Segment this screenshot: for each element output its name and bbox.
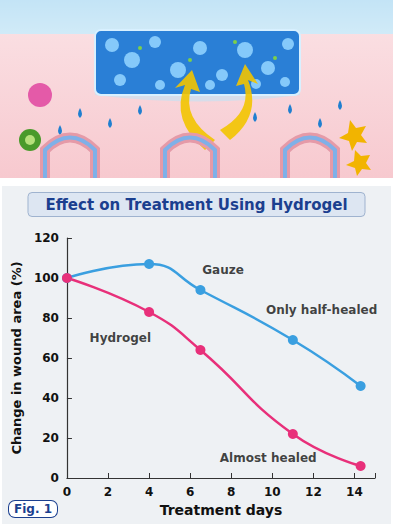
svg-text:Change in wound area (%): Change in wound area (%) [9,261,24,454]
svg-text:8: 8 [227,485,235,499]
svg-text:0: 0 [51,471,59,485]
svg-text:10: 10 [264,485,281,499]
svg-text:120: 120 [34,231,59,245]
svg-text:40: 40 [42,391,59,405]
svg-text:80: 80 [42,311,59,325]
svg-text:0: 0 [63,485,71,499]
svg-text:2: 2 [104,485,112,499]
svg-text:Treatment days: Treatment days [160,502,283,518]
svg-text:20: 20 [42,431,59,445]
svg-text:Gauze: Gauze [202,263,244,277]
svg-text:Effect on Treatment Using Hydr: Effect on Treatment Using Hydrogel [45,196,347,214]
svg-text:Hydrogel: Hydrogel [90,331,151,345]
svg-text:14: 14 [346,485,363,499]
svg-text:4: 4 [145,485,153,499]
svg-text:60: 60 [42,351,59,365]
svg-text:100: 100 [34,271,59,285]
svg-text:Fig. 1: Fig. 1 [14,502,52,516]
svg-text:12: 12 [305,485,322,499]
svg-text:6: 6 [186,485,194,499]
svg-text:Almost healed: Almost healed [220,451,317,465]
svg-text:Only half-healed: Only half-healed [266,303,377,317]
